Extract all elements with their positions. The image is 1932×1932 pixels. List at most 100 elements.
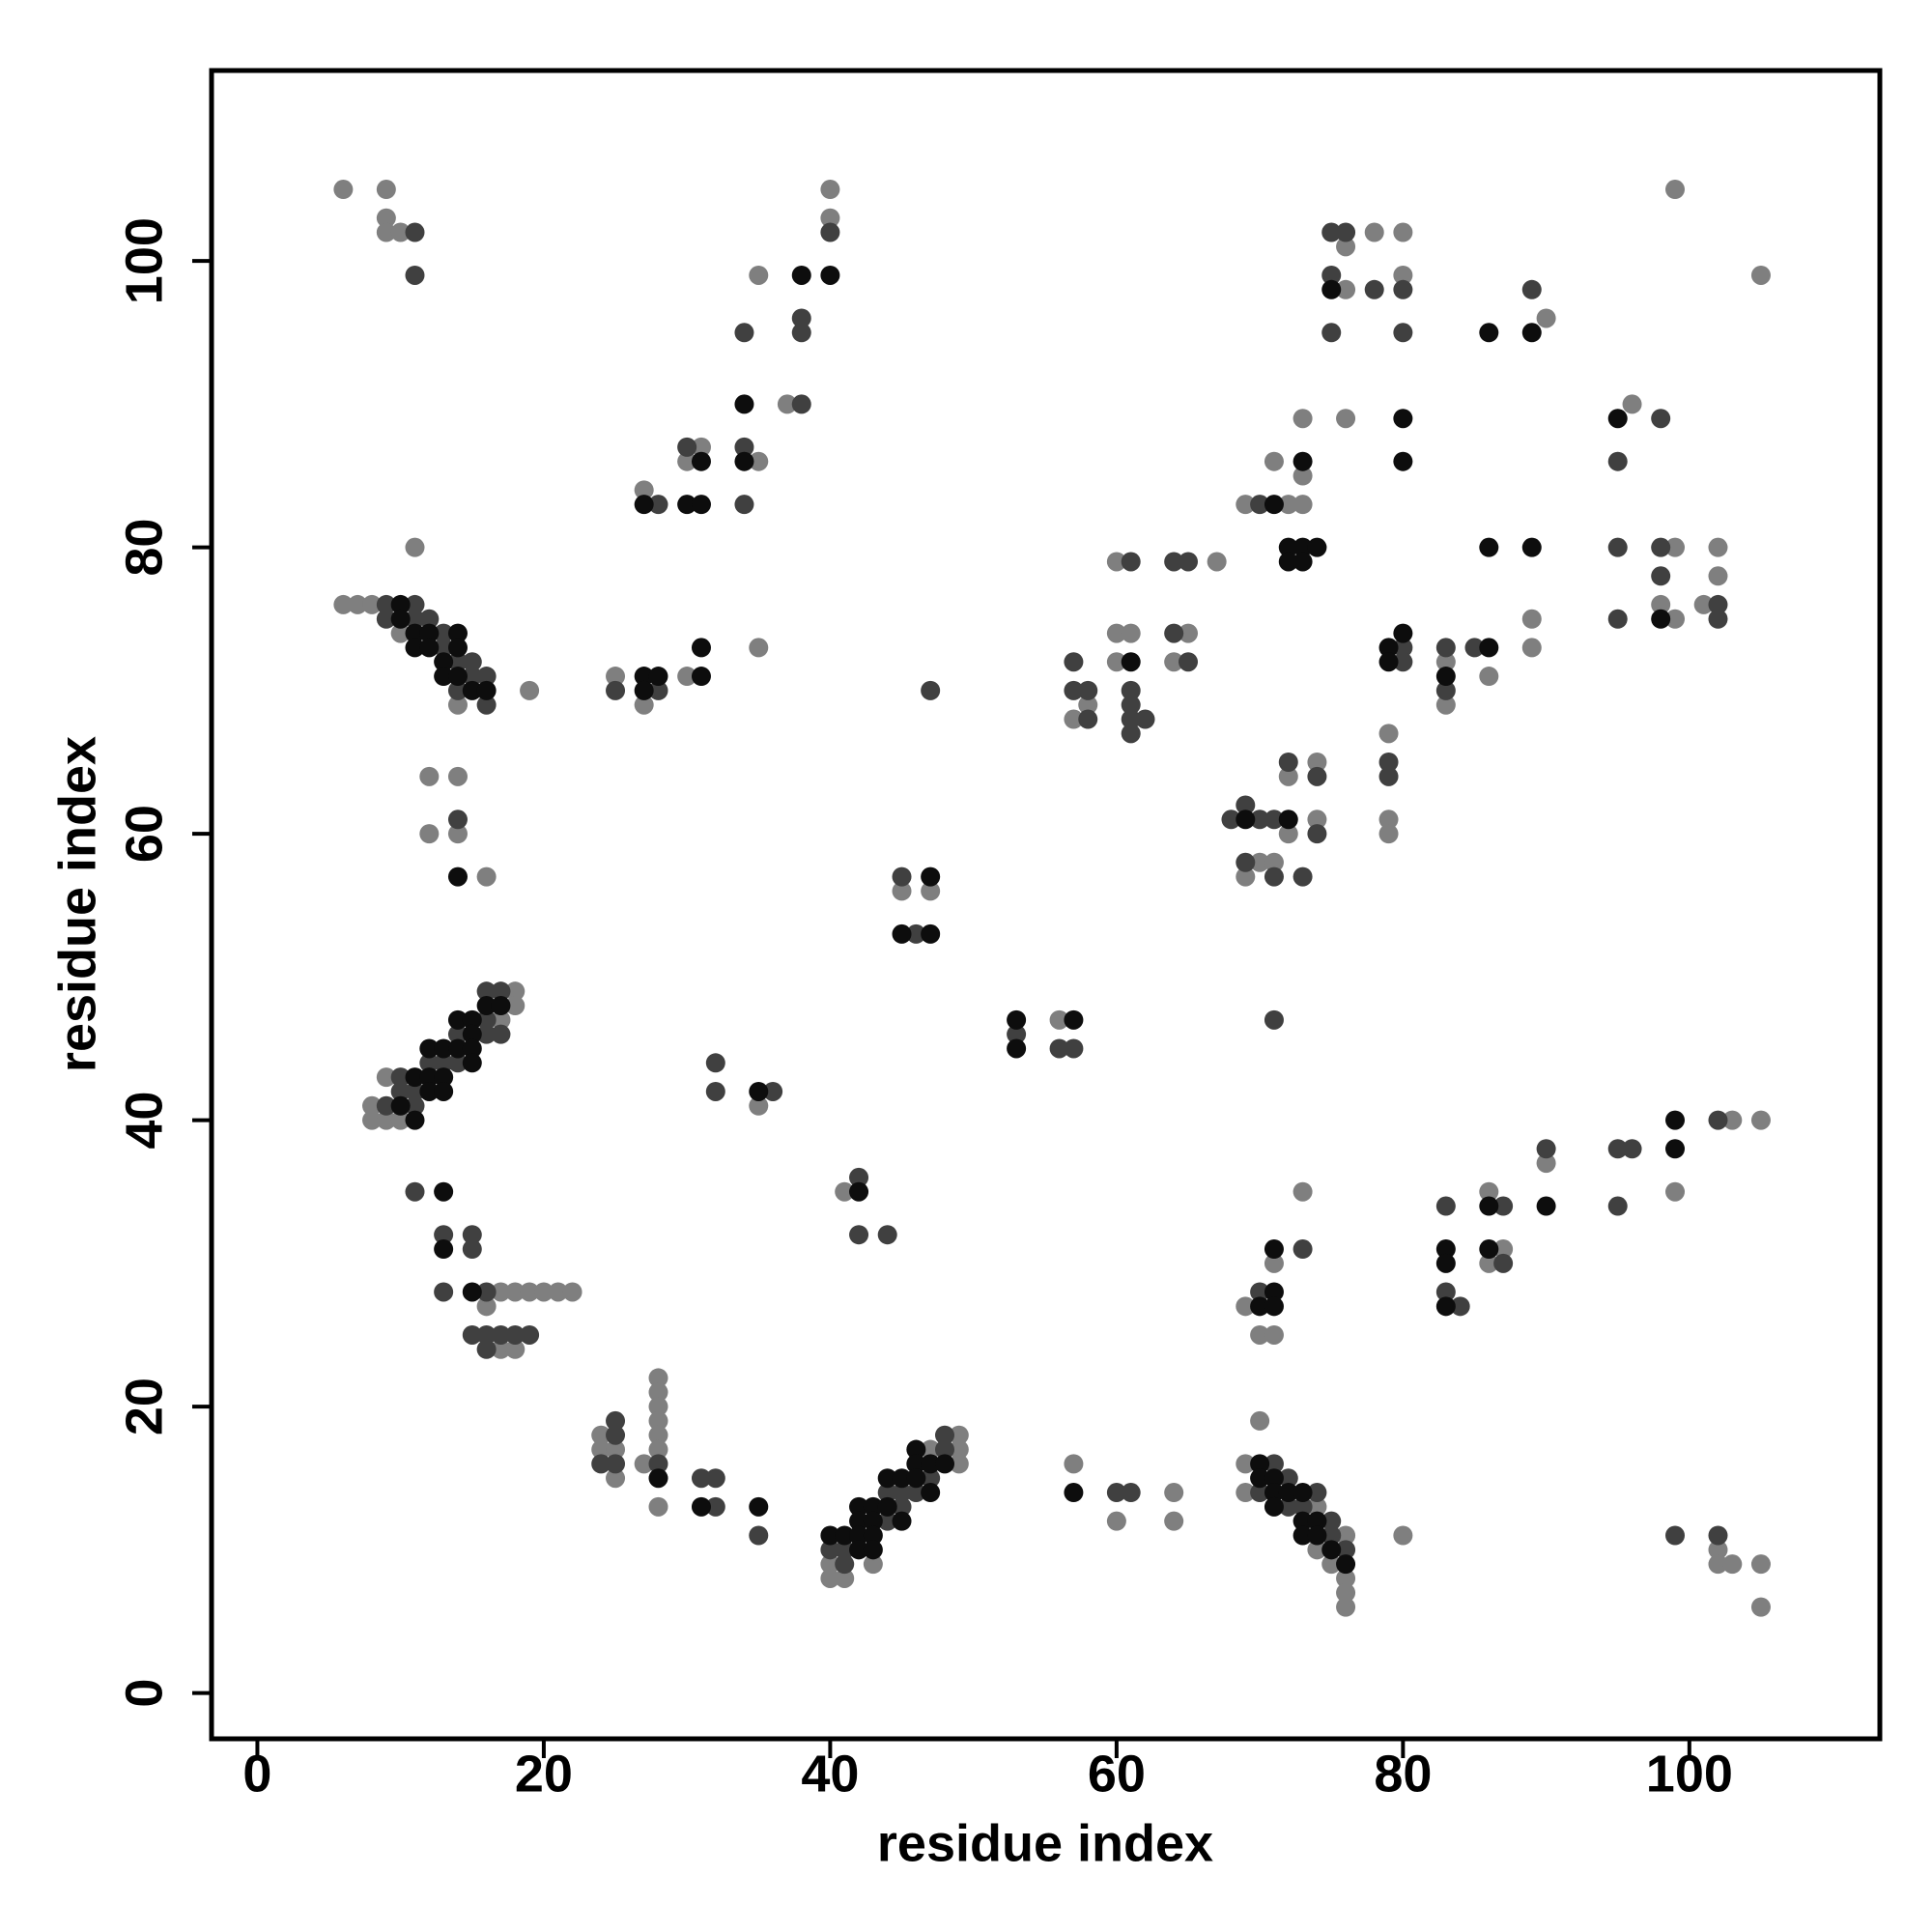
point <box>1479 638 1499 658</box>
point <box>1336 279 1356 299</box>
point <box>476 981 497 1002</box>
point <box>434 1081 454 1101</box>
point <box>476 680 497 700</box>
point <box>1250 1483 1270 1503</box>
point <box>1278 552 1298 572</box>
point <box>1250 1324 1270 1345</box>
point <box>1651 537 1671 557</box>
point <box>849 1167 869 1187</box>
point <box>491 1339 511 1359</box>
point <box>1393 451 1413 471</box>
point <box>606 667 626 687</box>
point <box>849 1511 869 1531</box>
point <box>934 1425 954 1445</box>
point <box>863 1525 883 1546</box>
point <box>447 667 468 687</box>
point <box>1236 495 1256 515</box>
point <box>1479 1239 1499 1260</box>
point <box>1393 279 1413 299</box>
point <box>1708 566 1728 586</box>
y-axis-label: residue index <box>48 736 106 1072</box>
point <box>1493 1196 1514 1216</box>
point <box>491 1009 511 1030</box>
point <box>462 652 482 672</box>
point <box>877 1468 897 1489</box>
point <box>734 394 754 414</box>
point <box>820 1568 840 1588</box>
point <box>348 594 368 614</box>
point <box>1236 852 1256 872</box>
point <box>1651 609 1671 629</box>
point <box>1307 766 1327 786</box>
point <box>791 308 811 328</box>
point <box>1708 537 1728 557</box>
point <box>863 1511 883 1531</box>
point <box>877 1511 897 1531</box>
point <box>1250 1454 1270 1474</box>
point <box>1178 623 1198 643</box>
point <box>648 1397 668 1417</box>
point <box>1321 1525 1342 1546</box>
point <box>691 667 711 687</box>
point <box>648 1496 668 1517</box>
point <box>705 1496 725 1517</box>
point <box>405 609 425 629</box>
point <box>1049 1038 1069 1059</box>
point <box>648 1425 668 1445</box>
point <box>1393 652 1413 672</box>
x-tick-label: 20 <box>515 1745 573 1803</box>
point <box>1307 1540 1327 1560</box>
point <box>1336 1525 1356 1546</box>
point <box>434 1038 454 1059</box>
point <box>705 1468 725 1489</box>
point <box>1293 1496 1313 1517</box>
point <box>921 1454 941 1474</box>
point <box>362 1095 383 1116</box>
point <box>447 680 468 700</box>
point <box>362 594 383 614</box>
point <box>634 480 654 500</box>
point <box>1293 495 1313 515</box>
point <box>1708 1540 1728 1560</box>
point <box>1521 537 1542 557</box>
point <box>1479 1196 1499 1216</box>
point <box>447 1009 468 1030</box>
point <box>1236 1296 1256 1317</box>
point <box>705 1053 725 1073</box>
point <box>1264 495 1284 515</box>
point <box>934 1439 954 1460</box>
point <box>1236 795 1256 815</box>
point <box>548 1282 568 1302</box>
point <box>333 594 354 614</box>
point <box>820 222 840 242</box>
point <box>906 923 926 944</box>
point <box>892 881 912 901</box>
point <box>1321 222 1342 242</box>
point <box>476 1282 497 1302</box>
point <box>1121 1483 1141 1503</box>
point <box>1293 1511 1313 1531</box>
point <box>434 638 454 658</box>
point <box>1078 695 1098 715</box>
point <box>447 824 468 844</box>
point <box>491 1024 511 1044</box>
point <box>1479 1181 1499 1202</box>
point <box>835 1554 855 1575</box>
point <box>877 1225 897 1245</box>
y-tick-label: 80 <box>115 519 173 577</box>
point <box>1293 409 1313 429</box>
point <box>1164 1511 1184 1531</box>
point <box>462 1024 482 1044</box>
point <box>1435 1253 1456 1273</box>
point <box>1236 1454 1256 1474</box>
point <box>749 265 769 285</box>
point <box>405 1067 425 1088</box>
point <box>505 996 526 1016</box>
point <box>734 451 754 471</box>
point <box>820 208 840 228</box>
point <box>447 1038 468 1059</box>
point <box>462 1324 482 1345</box>
y-tick-label: 40 <box>115 1092 173 1150</box>
point <box>906 1468 926 1489</box>
point <box>1250 1296 1270 1317</box>
